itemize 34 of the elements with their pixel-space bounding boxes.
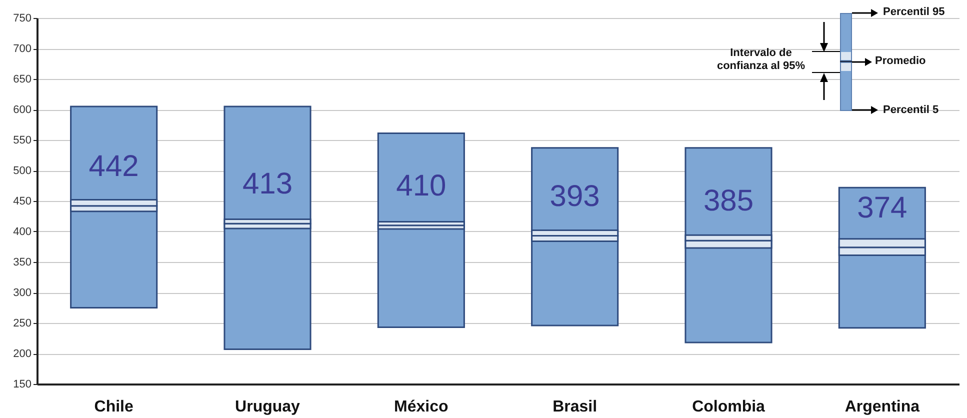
bar (224, 106, 312, 350)
annotation: 385 (703, 184, 754, 218)
annotation: 374 (857, 191, 908, 224)
bar (684, 147, 772, 344)
x-tick-label: Brasil (552, 398, 598, 416)
x-tick-label: Chile (94, 398, 134, 416)
y-tick-label: 600 (13, 104, 32, 116)
bar (70, 106, 158, 308)
bar (531, 147, 619, 326)
annotation: 393 (550, 180, 600, 213)
bar (377, 132, 465, 328)
y-tick-label: 650 (13, 74, 32, 86)
y-tick-label: 250 (13, 318, 32, 330)
annotation: Intervalo de confianza al 95% (716, 47, 806, 73)
annotation: 410 (396, 169, 446, 202)
x-tick-label: Argentina (844, 398, 920, 416)
y-tick-label: 400 (13, 226, 32, 238)
x-tick-label: Colombia (692, 398, 766, 416)
y-tick-label: 750 (13, 12, 32, 24)
y-tick-label: 450 (13, 196, 32, 208)
y-tick-label: 550 (13, 134, 32, 146)
x-tick-label: México (394, 398, 449, 416)
annotation: 413 (242, 168, 293, 201)
x-tick-label: Uruguay (235, 398, 300, 416)
annotation: 442 (88, 150, 139, 183)
y-tick-label: 500 (13, 165, 32, 177)
annotation: Promedio (875, 55, 926, 68)
y-tick-label: 350 (13, 256, 32, 268)
annotation: Percentil 5 (883, 104, 939, 117)
y-tick-label: 300 (13, 287, 32, 299)
y-tick-label: 150 (13, 378, 32, 390)
y-tick-label: 700 (13, 43, 32, 55)
text: Percentil 95 (883, 6, 945, 19)
y-tick-label: 200 (13, 348, 32, 360)
